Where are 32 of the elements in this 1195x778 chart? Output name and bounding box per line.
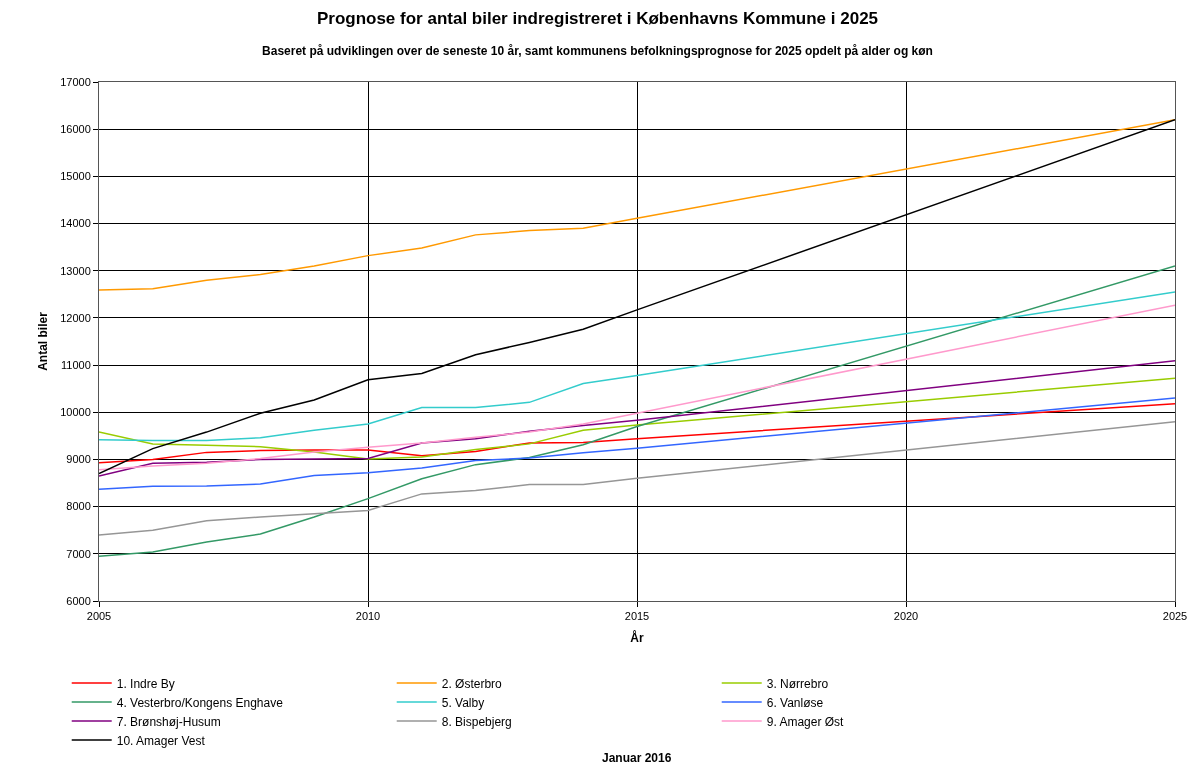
legend-label: 4. Vesterbro/Kongens Enghave bbox=[116, 695, 284, 710]
legend-label: 6. Vanløse bbox=[766, 695, 824, 710]
y-tick-label: 7000 bbox=[66, 547, 91, 560]
x-tick-label: 2015 bbox=[624, 610, 650, 623]
y-tick-label: 9000 bbox=[66, 453, 91, 466]
chart-title: Prognose for antal biler indregistreret i Københavns Kommune i 2025 bbox=[316, 8, 879, 28]
x-tick-label: 2005 bbox=[86, 610, 112, 623]
y-tick-label: 13000 bbox=[60, 264, 91, 277]
y-tick-label: 14000 bbox=[60, 217, 91, 230]
legend-label: 7. Brønshøj-Husum bbox=[116, 714, 221, 729]
y-tick-label: 12000 bbox=[60, 311, 91, 324]
legend-label: 8. Bispebjerg bbox=[441, 714, 512, 729]
text: Januar 2016 bbox=[602, 751, 672, 765]
legend-label: 5. Valby bbox=[441, 695, 485, 710]
legend-label: 2. Østerbro bbox=[441, 676, 503, 691]
y-tick-label: 17000 bbox=[60, 75, 91, 88]
x-tick-label: 2020 bbox=[893, 610, 919, 623]
y-axis-title: Antal biler bbox=[35, 311, 50, 371]
y-tick-label: 10000 bbox=[60, 406, 91, 419]
y-tick-label: 8000 bbox=[66, 500, 91, 513]
legend-label: 3. Nørrebro bbox=[766, 676, 829, 691]
y-tick-label: 11000 bbox=[61, 358, 91, 371]
y-tick-label: 16000 bbox=[60, 123, 91, 136]
y-tick-label: 6000 bbox=[66, 594, 91, 607]
x-axis-title: År bbox=[630, 630, 644, 646]
legend-label: 10. Amager Vest bbox=[116, 733, 206, 748]
chart-subtitle: Baseret på udviklingen over de seneste 10 år, samt kommunens befolkningsprognose for 2025 opdelt på alder og køn bbox=[262, 44, 933, 59]
legend-label: 1. Indre By bbox=[116, 676, 175, 691]
legend-label: 9. Amager Øst bbox=[766, 714, 845, 729]
x-tick-label: 2010 bbox=[355, 610, 381, 623]
x-tick-label: 2025 bbox=[1162, 610, 1188, 623]
y-tick-label: 15000 bbox=[60, 170, 91, 183]
